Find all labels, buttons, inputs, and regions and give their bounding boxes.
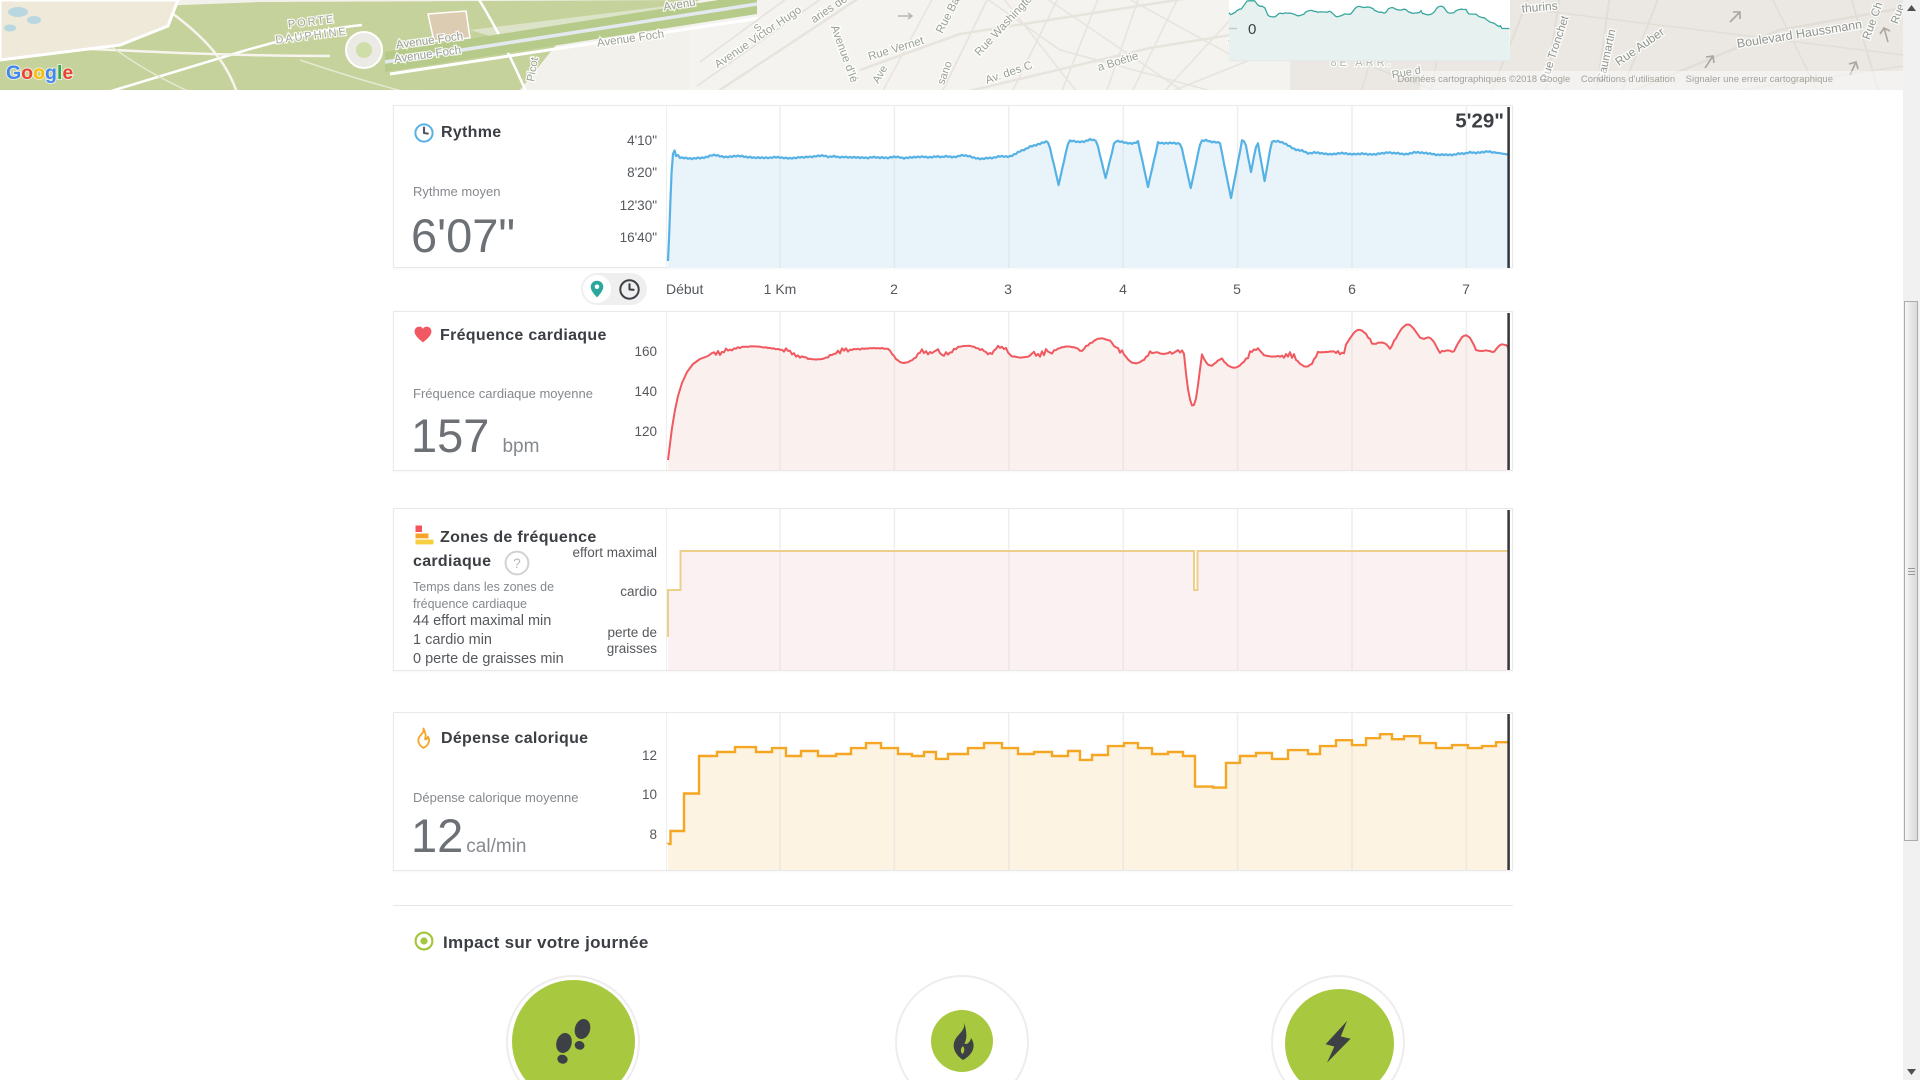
svg-text:Données cartographiques ©2018: Données cartographiques ©2018 Google Con… <box>1397 74 1833 85</box>
svg-text:5'29": 5'29" <box>1455 110 1504 133</box>
svg-text:Google: Google <box>6 62 73 84</box>
svg-text:thurins: thurins <box>1521 0 1558 16</box>
svg-text:?: ? <box>513 556 521 571</box>
svg-text:Picot: Picot <box>525 56 541 82</box>
svg-text:0: 0 <box>1248 21 1256 38</box>
